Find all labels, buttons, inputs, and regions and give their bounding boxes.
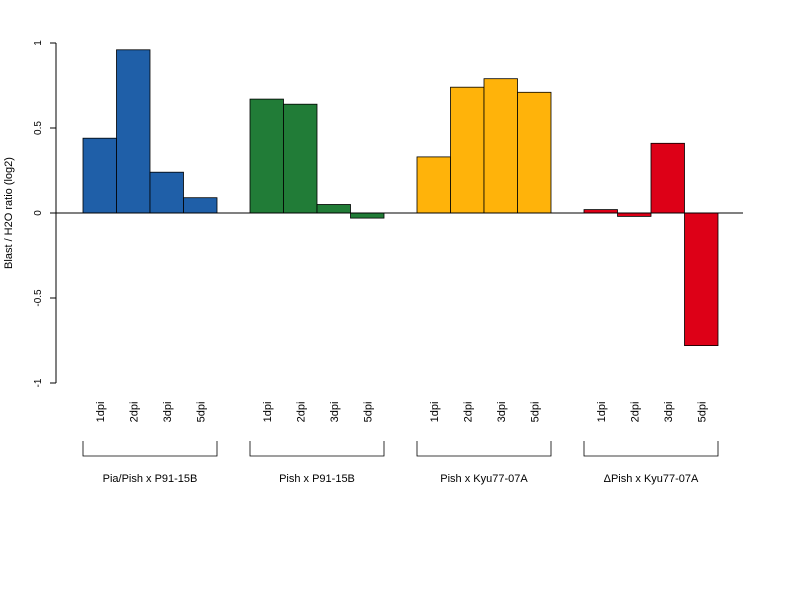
group-bracket	[82, 441, 218, 457]
bars	[82, 49, 719, 347]
x-tick-label: 2dpi	[462, 402, 474, 423]
x-tick-label: 1dpi	[95, 402, 107, 423]
bar	[350, 212, 385, 219]
x-tick-label: 3dpi	[496, 402, 508, 423]
y-tick-label: 1	[33, 40, 44, 46]
x-tick-label: 5dpi	[529, 402, 541, 423]
group-label: ΔPish x Kyu77-07A	[604, 473, 699, 485]
x-tick-label: 3dpi	[663, 402, 675, 423]
group-label: Pish x Kyu77-07A	[440, 473, 528, 485]
y-tick-label: 0.5	[33, 121, 44, 135]
bar	[283, 103, 318, 214]
bar	[583, 209, 618, 214]
group-label: Pish x P91-15B	[279, 473, 355, 485]
bar	[82, 137, 117, 214]
x-tick-label: 1dpi	[596, 402, 608, 423]
x-tick-label: 5dpi	[195, 402, 207, 423]
bar	[617, 212, 652, 217]
x-tick-label: 2dpi	[128, 402, 140, 423]
bar	[316, 204, 351, 214]
y-axis: 1 0.5 0 -0.5 -1	[33, 40, 57, 387]
y-axis-label: Blast / H2O ratio (log2)	[3, 157, 15, 269]
x-tick-label: 3dpi	[162, 402, 174, 423]
bar	[650, 142, 685, 214]
group-brackets: Pia/Pish x P91-15B Pish x P91-15B Pish x K…	[82, 441, 719, 485]
x-tick-label: 1dpi	[262, 402, 274, 423]
bar	[450, 86, 485, 214]
y-tick-label: 0	[33, 210, 44, 216]
x-tick-label: 2dpi	[295, 402, 307, 423]
bar	[183, 197, 218, 214]
x-tick-label: 1dpi	[429, 402, 441, 423]
y-tick-label: -1	[33, 378, 44, 387]
group-bracket	[416, 441, 552, 457]
x-tick-label: 5dpi	[696, 402, 708, 423]
x-tick-label: 2dpi	[629, 402, 641, 423]
bar	[483, 78, 518, 214]
x-tick-label: 5dpi	[362, 402, 374, 423]
bar	[416, 156, 451, 214]
x-tick-labels: 1dpi 2dpi 3dpi 5dpi 1dpi 2dpi 3dpi 5dpi 1dpi 2dpi…	[95, 402, 709, 423]
bar	[116, 49, 151, 214]
bar	[517, 91, 552, 214]
x-tick-label: 3dpi	[329, 402, 341, 423]
group-bracket	[249, 441, 385, 457]
group-label: Pia/Pish x P91-15B	[103, 473, 198, 485]
bar	[684, 212, 719, 347]
bar	[149, 171, 184, 214]
group-bracket	[583, 441, 719, 457]
bar	[249, 98, 284, 214]
y-tick-label: -0.5	[33, 289, 44, 307]
